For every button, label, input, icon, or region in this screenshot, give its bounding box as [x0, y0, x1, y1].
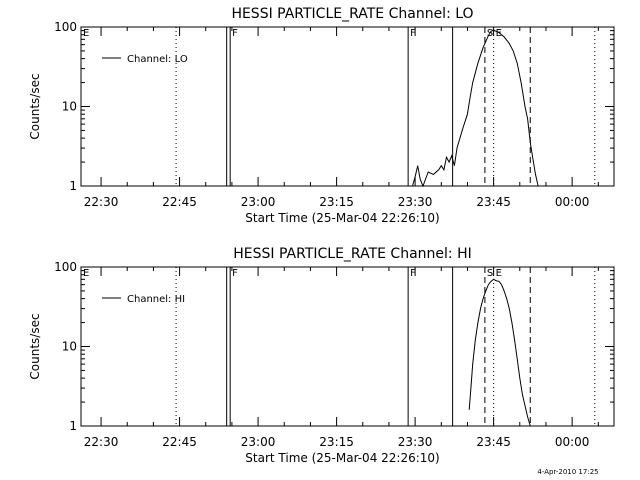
y-tick-label: 1	[69, 179, 77, 193]
x-tick-label: 23:45	[476, 195, 511, 209]
event-marker-label: E	[83, 268, 89, 279]
x-axis-label: Start Time (25-Mar-04 22:26:10)	[245, 451, 439, 465]
timestamp-label: 4-Apr-2010 17:25	[537, 468, 598, 476]
x-tick-label: 22:45	[162, 195, 197, 209]
event-marker-label: E	[496, 28, 502, 39]
chart-panel-lo: HESSI PARTICLE_RATE Channel: LO 1 10 100 22:…	[28, 6, 615, 225]
x-tick-label: 23:30	[398, 435, 433, 449]
x-tick-label: 23:30	[398, 195, 433, 209]
x-tick-label: 00:00	[555, 435, 590, 449]
x-tick-label: 23:00	[241, 195, 276, 209]
event-marker-label: F	[410, 268, 416, 279]
event-marker-label: S	[487, 268, 493, 279]
event-marker-label: E	[83, 28, 89, 39]
legend-label: Channel: HI	[127, 294, 185, 305]
y-tick-label: 1	[69, 419, 77, 433]
plot-frame	[80, 266, 615, 427]
y-axis-label: Counts/sec	[28, 313, 42, 379]
plot-frame	[80, 26, 615, 187]
event-marker-label: E	[496, 268, 502, 279]
x-tick-label: 22:30	[84, 195, 119, 209]
event-marker-label: F	[232, 268, 238, 279]
chart-title: HESSI PARTICLE_RATE Channel: HI	[233, 246, 471, 262]
chart-title: HESSI PARTICLE_RATE Channel: LO	[231, 6, 473, 22]
x-axis-label: Start Time (25-Mar-04 22:26:10)	[245, 211, 439, 225]
x-tick-label: 22:45	[162, 435, 197, 449]
series-line-hi	[468, 278, 531, 427]
y-tick-label: 10	[62, 100, 77, 114]
y-tick-label: 100	[54, 260, 77, 274]
legend-label: Channel: LO	[127, 54, 188, 65]
x-tick-label: 22:30	[84, 435, 119, 449]
y-tick-label: 10	[62, 340, 77, 354]
x-tick-label: 23:15	[319, 195, 354, 209]
y-tick-label: 100	[54, 20, 77, 34]
event-marker-label: F	[232, 28, 238, 39]
x-tick-label: 23:45	[476, 435, 511, 449]
series-line-lo	[412, 29, 539, 188]
event-marker-label: F	[410, 28, 416, 39]
x-tick-label: 23:15	[319, 435, 354, 449]
y-axis-label: Counts/sec	[28, 73, 42, 139]
x-tick-label: 00:00	[555, 195, 590, 209]
chart-panel-hi: HESSI PARTICLE_RATE Channel: HI 1 10 100 22:…	[28, 246, 615, 465]
x-tick-label: 23:00	[241, 435, 276, 449]
